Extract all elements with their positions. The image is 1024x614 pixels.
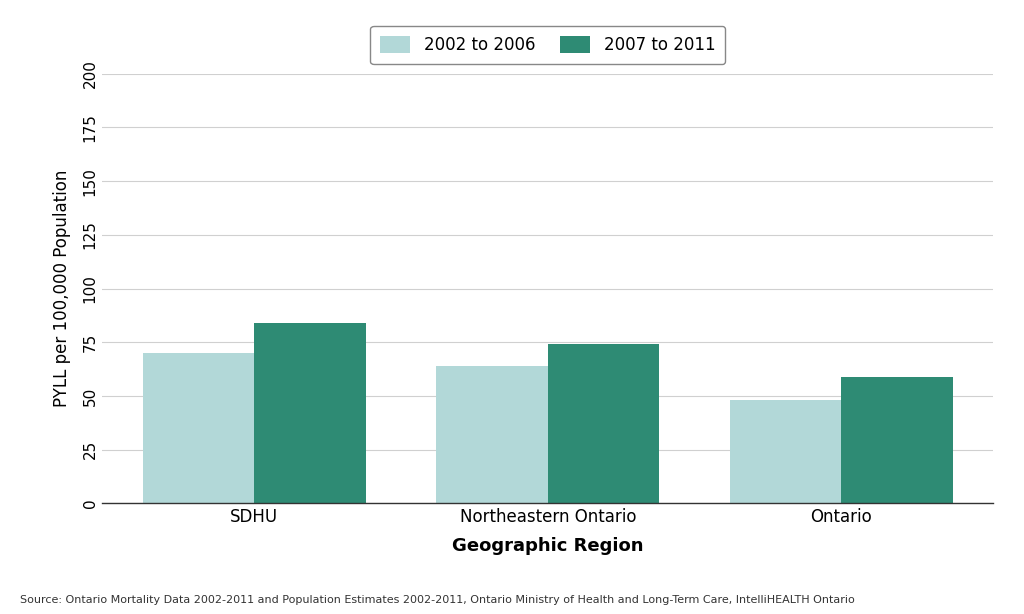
Y-axis label: PYLL per 100,000 Population: PYLL per 100,000 Population: [53, 170, 72, 407]
Bar: [842, 376, 952, 503]
Text: Source: Ontario Mortality Data 2002-2011 and Population Estimates 2002-2011, Ont: Source: Ontario Mortality Data 2002-2011…: [20, 595, 855, 605]
Legend: 2002 to 2006, 2007 to 2011: 2002 to 2006, 2007 to 2011: [371, 26, 725, 64]
Bar: [730, 400, 842, 503]
Bar: [143, 353, 254, 503]
Bar: [254, 323, 366, 503]
X-axis label: Geographic Region: Geographic Region: [452, 537, 644, 556]
Bar: [436, 366, 548, 503]
Bar: [548, 344, 659, 503]
